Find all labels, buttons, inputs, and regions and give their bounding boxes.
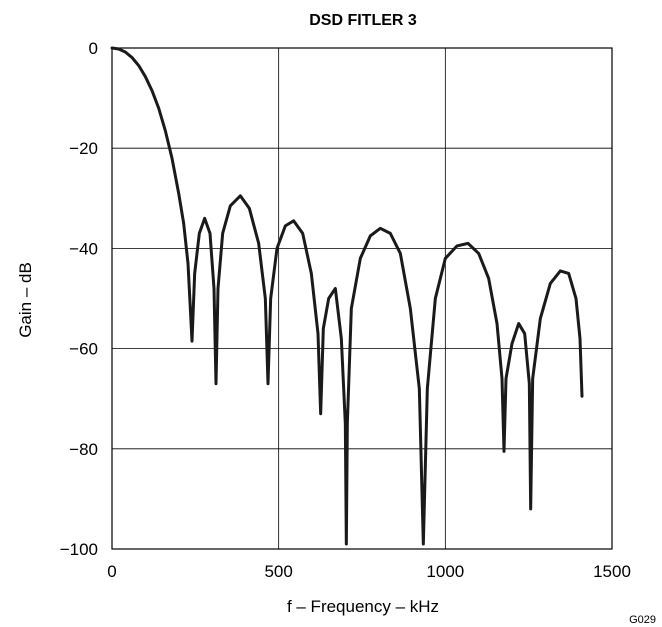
gain-curve — [110, 46, 584, 546]
y-tick-label: 0 — [89, 39, 98, 58]
x-tick-label: 1500 — [593, 562, 631, 581]
y-tick-label: −20 — [69, 139, 98, 158]
x-tick-label: 0 — [107, 562, 116, 581]
grid-lines — [111, 47, 613, 550]
plot-frame — [111, 47, 613, 550]
y-tick-label: −40 — [69, 239, 98, 258]
y-axis-label: Gain – dB — [16, 262, 35, 338]
x-axis-label: f – Frequency – kHz — [287, 597, 439, 616]
x-tick-label: 1000 — [426, 562, 464, 581]
y-tick-label: −80 — [69, 440, 98, 459]
y-tick-label: −100 — [60, 540, 98, 559]
x-axis-ticks: 0 500 1000 1500 — [107, 562, 631, 581]
figure-code: G029 — [629, 614, 656, 626]
chart-title: DSD FITLER 3 — [309, 12, 417, 29]
x-tick-label: 500 — [264, 562, 292, 581]
y-tick-label: −60 — [69, 340, 98, 359]
y-axis-ticks: 0 −20 −40 −60 −80 −100 — [60, 39, 98, 559]
